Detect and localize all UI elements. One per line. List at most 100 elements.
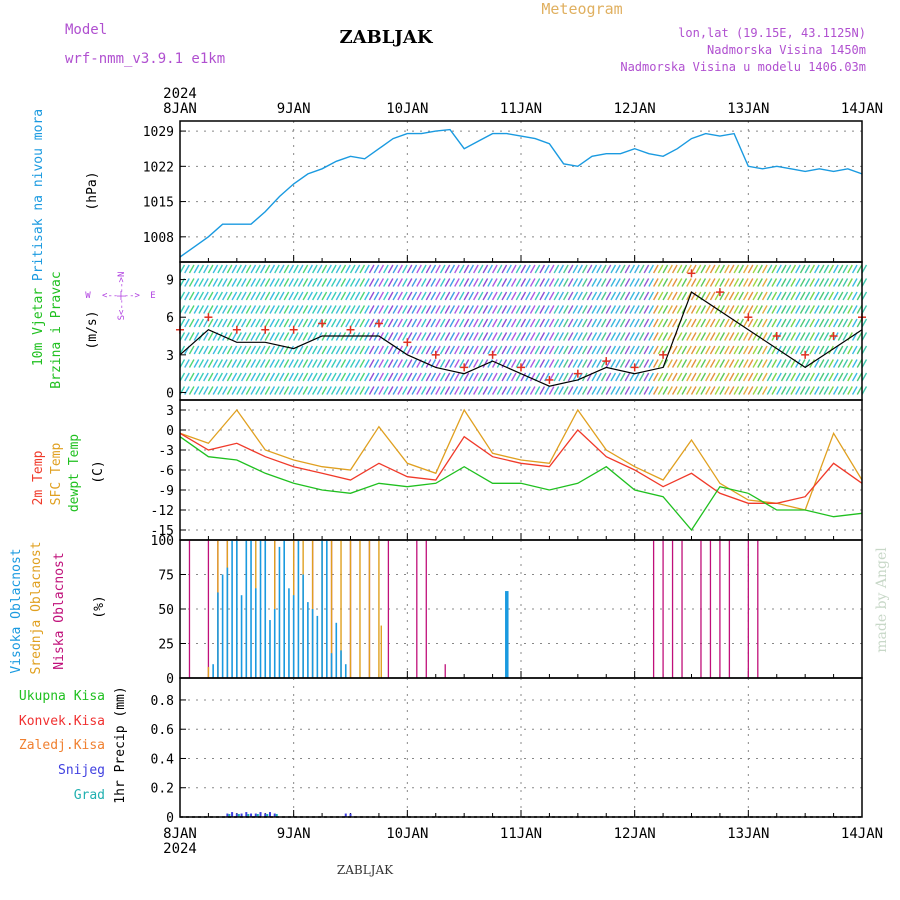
- wind-barb: [619, 264, 626, 274]
- wind-barb: [529, 291, 536, 301]
- wind-barb: [198, 372, 205, 382]
- wind-barb: [577, 305, 583, 314]
- wind-barb: [600, 386, 607, 395]
- wind-barb: [477, 318, 484, 328]
- wind-barb: [368, 278, 375, 287]
- wind-barb: [330, 386, 337, 395]
- wind-barb: [449, 318, 456, 328]
- pressure-ylabel: Pritisak na nivou mora: [31, 109, 46, 281]
- wind-barb: [766, 264, 773, 274]
- wind-barb: [780, 372, 787, 382]
- wind-barb: [496, 278, 503, 287]
- wind-barb: [463, 305, 470, 314]
- snow-bar: [254, 813, 257, 817]
- wind-barb: [577, 278, 583, 287]
- wind-barb: [539, 372, 546, 382]
- wind-barb: [695, 318, 702, 328]
- wind-barb: [766, 291, 773, 301]
- wind-barb: [411, 264, 418, 274]
- wind-barb: [203, 305, 209, 314]
- wind-barb: [638, 372, 645, 382]
- wind-barb: [785, 332, 792, 341]
- wind-barb: [482, 291, 489, 301]
- wind-barb: [335, 318, 342, 328]
- wind-barb: [795, 332, 801, 341]
- cloud-high-bar: [236, 540, 238, 678]
- wind-barb: [818, 345, 825, 355]
- wind-barb: [373, 359, 380, 368]
- wind-barb: [799, 318, 806, 328]
- wind-barb: [487, 291, 493, 301]
- wind-barb: [240, 345, 247, 355]
- wind-barb: [316, 345, 323, 355]
- wind-barb: [804, 305, 811, 314]
- wind-barb: [458, 386, 465, 395]
- wind-barb: [387, 291, 394, 301]
- wind-barb: [326, 345, 332, 355]
- wind-barb: [359, 386, 366, 395]
- wind-barb: [719, 305, 726, 314]
- wind-barb: [236, 305, 242, 314]
- wind-barb: [506, 332, 512, 341]
- wind-barb: [487, 305, 493, 314]
- wind-barb: [293, 305, 299, 314]
- wind-barb: [752, 305, 759, 314]
- wind-barb: [439, 359, 446, 368]
- wind-barb: [596, 386, 602, 395]
- wind-barb: [288, 332, 295, 341]
- wind-barb: [634, 372, 640, 382]
- wind-barb: [728, 359, 735, 368]
- wind-barb: [316, 291, 323, 301]
- wind-barb: [591, 372, 598, 382]
- wind-barb: [856, 386, 863, 395]
- wind-barb: [529, 359, 536, 368]
- wind-barb: [449, 345, 456, 355]
- wind-barb: [790, 318, 797, 328]
- wind-barb: [638, 291, 645, 301]
- wind-barb: [657, 264, 664, 274]
- wind-barb: [804, 332, 811, 341]
- wind-barb: [548, 291, 555, 301]
- wind-barb: [430, 345, 437, 355]
- wind-barb: [264, 345, 271, 355]
- wind-barb: [761, 278, 768, 287]
- wind-barb: [411, 345, 418, 355]
- wind-barb: [231, 359, 238, 368]
- wind-barb: [814, 264, 820, 274]
- wind-barb: [340, 264, 347, 274]
- wind-barb: [643, 332, 650, 341]
- wind-barb: [681, 386, 688, 395]
- wind-barb: [259, 345, 266, 355]
- wind-barb: [799, 264, 806, 274]
- y-tick-label: -15: [151, 524, 174, 539]
- wind-barb: [468, 359, 475, 368]
- wind-barb: [733, 332, 740, 341]
- y-tick-label: 3: [166, 404, 174, 419]
- cloud-low-bar: [416, 540, 418, 678]
- wind-barb: [771, 264, 778, 274]
- wind-barb: [222, 345, 228, 355]
- wind-barb: [842, 359, 849, 368]
- wind-barb: [236, 278, 242, 287]
- wind-barb: [681, 345, 688, 355]
- wind-barb: [572, 318, 579, 328]
- wind-barb: [818, 291, 825, 301]
- wind-barb: [520, 278, 527, 287]
- wind-barb: [728, 291, 735, 301]
- wind-barb: [851, 305, 858, 314]
- wind-barb: [420, 305, 427, 314]
- wind-barb: [510, 332, 517, 341]
- wind-barb: [458, 318, 465, 328]
- wind-barb: [638, 278, 645, 287]
- wind-barb: [188, 345, 195, 355]
- y-tick-label: 100: [151, 534, 174, 549]
- wind-barb: [761, 318, 768, 328]
- wind-barb: [250, 345, 257, 355]
- wind-barb: [695, 332, 702, 341]
- wind-barb: [510, 386, 517, 395]
- wind-barb: [255, 359, 261, 368]
- wind-barb: [506, 386, 512, 395]
- wind-barb: [302, 291, 309, 301]
- wind-barb: [719, 345, 726, 355]
- wind-barb: [690, 345, 697, 355]
